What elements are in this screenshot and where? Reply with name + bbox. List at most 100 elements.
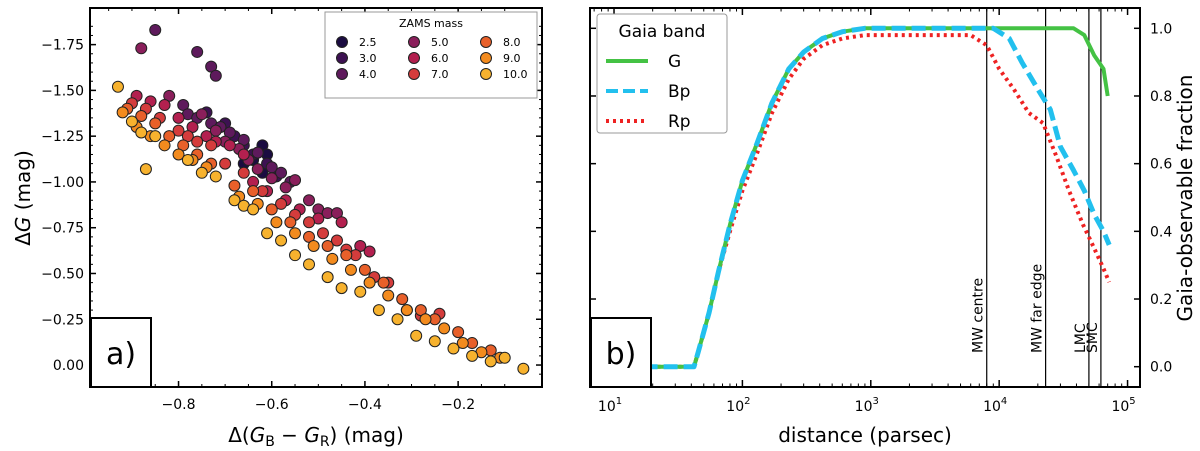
scatter-point xyxy=(354,285,367,298)
scatter-point xyxy=(428,335,441,348)
scatter-point xyxy=(307,240,320,253)
scatter-point xyxy=(219,157,232,170)
panel-b-xlabel: distance (parsec) xyxy=(778,423,952,447)
scatter-point xyxy=(172,111,185,124)
legend-label: 6.0 xyxy=(431,52,449,65)
scatter-point xyxy=(228,194,241,207)
scatter-point xyxy=(340,249,353,262)
legend-marker xyxy=(480,52,492,64)
scatter-point xyxy=(372,304,385,317)
scatter-point xyxy=(279,181,292,194)
legend-label: 4.0 xyxy=(359,68,377,81)
x-tick-label: −0.6 xyxy=(255,397,289,413)
scatter-point xyxy=(335,216,348,229)
scatter-point xyxy=(111,80,124,93)
scatter-point xyxy=(344,263,357,276)
scatter-point xyxy=(303,258,316,271)
legend-marker xyxy=(480,36,492,48)
y-tick-label: 0.2 xyxy=(1150,292,1172,308)
scatter-point xyxy=(209,69,222,82)
scatter-point xyxy=(466,349,479,362)
scatter-point xyxy=(363,276,376,289)
scatter-point xyxy=(139,163,152,176)
panel-b-ticks: 101 102 103 104 105 0.0 0.2 0.4 0.6 0.8 1.0 xyxy=(590,8,1172,415)
panel-b-legend: Gaia band G Bp Rp xyxy=(596,13,728,134)
legend-title: Gaia band xyxy=(619,22,706,42)
panel-a-scatter: −0.8 −0.6 −0.4 −0.2 −1.75 −1.50 −1.25 −1.00 −0.7… xyxy=(11,7,543,450)
scatter-point xyxy=(116,106,129,119)
legend-box xyxy=(324,11,538,99)
scatter-point xyxy=(303,194,316,207)
scatter-point xyxy=(135,42,148,55)
scatter-point xyxy=(265,203,278,216)
y-tick-label: −1.00 xyxy=(41,175,84,191)
scatter-point xyxy=(247,203,260,216)
scatter-point xyxy=(251,146,264,159)
scatter-point xyxy=(251,163,264,176)
scatter-point xyxy=(316,227,329,240)
scatter-point xyxy=(321,271,334,284)
legend-marker xyxy=(336,68,348,80)
scatter-point xyxy=(452,326,465,339)
legend-marker xyxy=(336,52,348,64)
x-tick-label: −0.2 xyxy=(441,397,475,413)
scatter-point xyxy=(275,197,288,210)
scatter-point xyxy=(377,276,390,289)
scatter-point xyxy=(321,240,334,253)
scatter-point xyxy=(382,289,395,302)
panel-a-label-box xyxy=(90,317,152,388)
x-tick-label: −0.8 xyxy=(162,397,196,413)
panel-b-label: b) xyxy=(606,337,637,372)
scatter-point xyxy=(205,139,218,152)
reference-line-label: SMC xyxy=(1085,322,1101,353)
scatter-point xyxy=(158,139,171,152)
scatter-point xyxy=(289,174,302,187)
scatter-point xyxy=(456,337,469,350)
legend-marker xyxy=(408,52,420,64)
y-tick-label: −0.50 xyxy=(41,266,84,282)
scatter-point xyxy=(447,342,460,355)
scatter-point xyxy=(261,227,274,240)
scatter-point xyxy=(125,115,138,128)
y-tick-label: −1.50 xyxy=(41,83,84,99)
x-tick-label: 103 xyxy=(855,396,879,415)
reference-line-label: MW far edge xyxy=(1030,264,1046,353)
y-tick-label: 0.4 xyxy=(1150,224,1172,240)
scatter-point xyxy=(172,148,185,161)
legend-label: 3.0 xyxy=(359,52,377,65)
panel-b-ylabel: Gaia-observable fraction xyxy=(1173,75,1197,322)
scatter-point xyxy=(135,110,148,123)
panel-b-label-box xyxy=(590,317,652,388)
legend-label: 8.0 xyxy=(503,36,521,49)
legend-label: G xyxy=(668,52,681,72)
legend-label: 5.0 xyxy=(431,36,449,49)
legend-marker xyxy=(408,36,420,48)
panel-a-points xyxy=(111,23,530,375)
panel-b-line: 101 102 103 104 105 0.0 0.2 0.4 0.6 0.8 1.0 MW cen… xyxy=(589,7,1197,447)
scatter-point xyxy=(396,293,409,306)
scatter-point xyxy=(181,153,194,166)
scatter-point xyxy=(209,170,222,183)
scatter-point xyxy=(419,313,432,326)
panel-a-xlabel: Δ(GB − GR) (mag) xyxy=(228,423,404,450)
scatter-point xyxy=(247,185,260,198)
panel-b-lines xyxy=(643,25,1112,370)
y-tick-label: 1.0 xyxy=(1150,21,1172,37)
scatter-point xyxy=(284,216,297,229)
scatter-point xyxy=(135,126,148,139)
scatter-point xyxy=(289,227,302,240)
panel-a-legend: ZAMS mass 2.5 3.0 4.0 5.0 6.0 7.0 8.0 9.0 10.0 xyxy=(324,11,538,99)
scatter-point xyxy=(289,249,302,262)
scatter-point xyxy=(484,355,497,368)
scatter-point xyxy=(400,304,413,317)
legend-marker xyxy=(336,36,348,48)
x-tick-label: 105 xyxy=(1111,396,1135,415)
scatter-point xyxy=(326,252,339,265)
scatter-point xyxy=(191,135,204,148)
x-tick-label: 101 xyxy=(598,396,622,415)
scatter-point xyxy=(237,166,250,179)
legend-marker xyxy=(408,68,420,80)
y-tick-label: −0.25 xyxy=(41,312,84,328)
scatter-point xyxy=(358,263,371,276)
